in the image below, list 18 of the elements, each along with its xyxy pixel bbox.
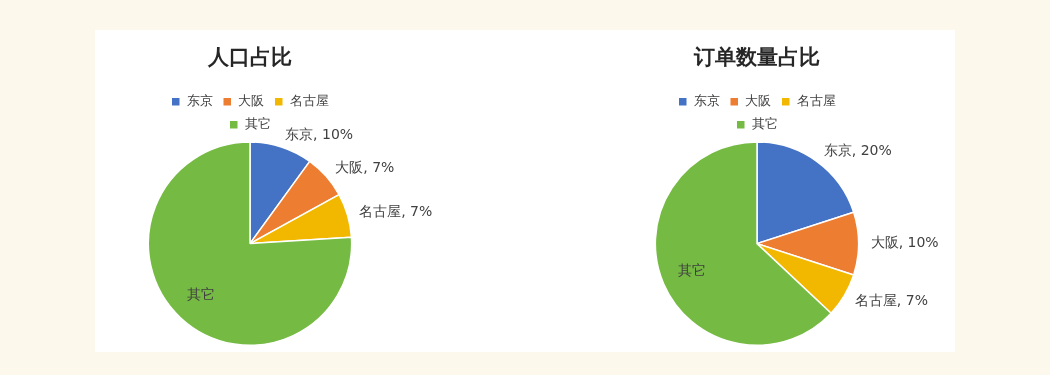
data-label: 大阪, 10% [870, 234, 939, 251]
legend-label: 其它 [244, 116, 271, 132]
data-label: 东京, 20% [823, 142, 892, 159]
legend-label: 东京 [693, 93, 720, 109]
data-label: 名古屋, 7% [854, 292, 928, 309]
legend-label: 名古屋 [796, 93, 836, 109]
data-label: 其它 [677, 262, 706, 279]
data-label: 名古屋, 7% [359, 202, 433, 219]
legend-label: 大阪 [238, 93, 265, 109]
legend-label: 东京 [186, 93, 213, 109]
chart-title: 订单数量占比 [693, 44, 820, 70]
legend-label: 其它 [751, 116, 778, 132]
chart-title: 人口占比 [207, 44, 292, 70]
legend-label: 名古屋 [289, 93, 329, 109]
data-label: 东京, 10% [285, 126, 354, 143]
data-label: 大阪, 7% [335, 159, 395, 176]
data-label: 其它 [187, 286, 216, 303]
legend-label: 大阪 [745, 93, 772, 109]
